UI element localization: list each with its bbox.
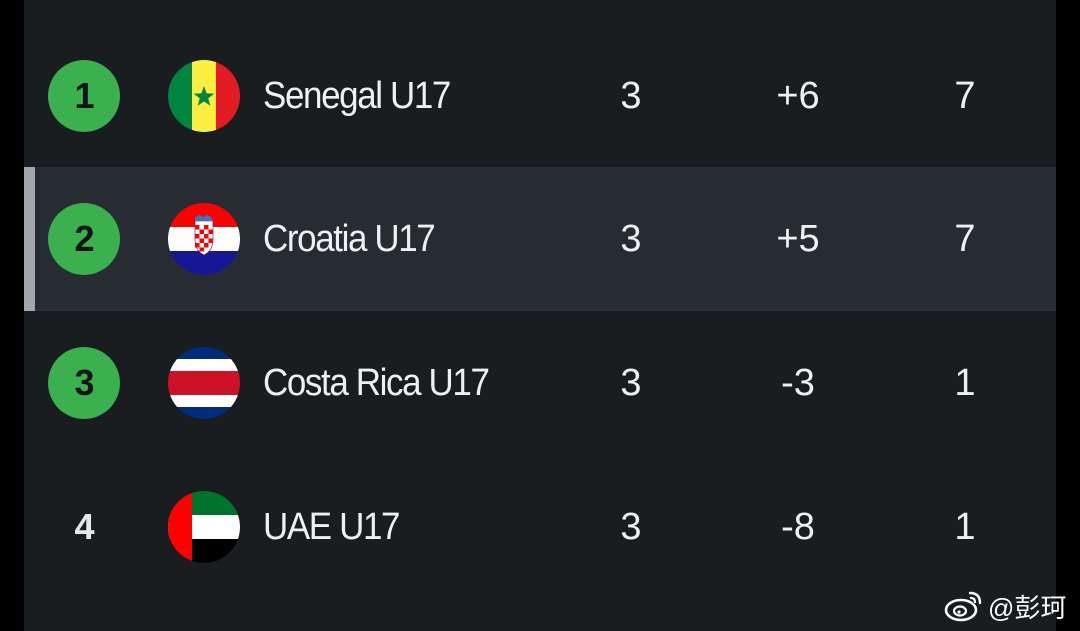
highlight-accent-bar — [24, 167, 35, 311]
played-value: 3 — [620, 362, 642, 404]
watermark: @彭珂 — [944, 586, 1066, 626]
points-value: 7 — [954, 75, 976, 117]
table-row[interactable]: 4 UAE U17 3 -8 1 — [24, 455, 1056, 599]
played-value: 3 — [620, 506, 642, 548]
team-name: Costa Rica U17 — [263, 362, 490, 404]
position-label: 4 — [74, 506, 94, 547]
weibo-icon — [944, 591, 982, 622]
position-badge: 2 — [48, 203, 120, 275]
points-value: 7 — [954, 218, 976, 260]
costa-rica-flag-icon — [168, 347, 240, 419]
goal-difference-value: -3 — [781, 362, 815, 404]
standings-table: 1 Senegal U17 3 +6 7 2 — [24, 0, 1056, 631]
table-row[interactable]: 3 Costa Rica U17 3 -3 1 — [24, 311, 1056, 455]
points-value: 1 — [954, 506, 976, 548]
senegal-flag-icon — [168, 60, 240, 132]
team-name: UAE U17 — [263, 506, 400, 548]
position-badge: 3 — [48, 347, 120, 419]
played-value: 3 — [620, 75, 642, 117]
table-row[interactable]: 1 Senegal U17 3 +6 7 — [24, 24, 1056, 168]
played-value: 3 — [620, 218, 642, 260]
goal-difference-value: +5 — [776, 218, 820, 260]
uae-flag-icon — [168, 491, 240, 563]
goal-difference-value: +6 — [776, 75, 820, 117]
points-value: 1 — [954, 362, 976, 404]
position-badge: 1 — [48, 60, 120, 132]
table-row-highlighted[interactable]: 2 Croatia U17 3 — [24, 167, 1056, 311]
croatia-flag-icon — [168, 203, 240, 275]
team-name: Croatia U17 — [263, 218, 436, 260]
goal-difference-value: -8 — [781, 506, 815, 548]
team-name: Senegal U17 — [263, 75, 451, 117]
watermark-text: @彭珂 — [988, 592, 1067, 623]
